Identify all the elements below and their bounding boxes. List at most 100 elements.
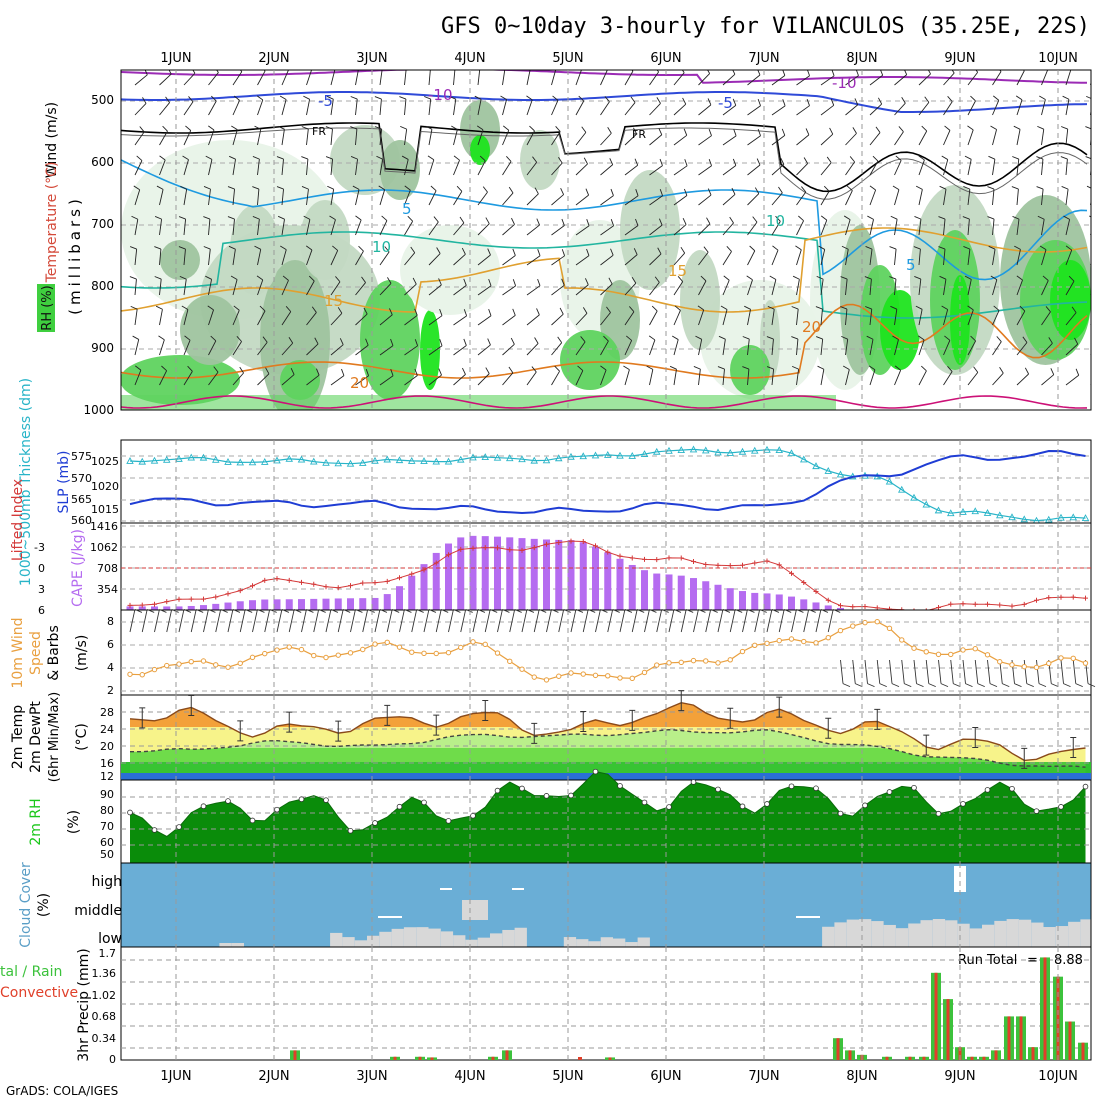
- li-marker: [348, 583, 353, 589]
- wind-barb-flag: [430, 185, 437, 191]
- temp2m-tick: 16: [100, 757, 114, 770]
- wind-barb: [1016, 129, 1021, 146]
- li-axis: -3 0 3 6: [34, 541, 45, 617]
- wind-barb-flag: [526, 95, 533, 101]
- wind-barb: [379, 375, 394, 386]
- wind-barb: [526, 224, 540, 236]
- wind-barb-flag: [700, 275, 707, 282]
- wind-barb-flag: [682, 218, 687, 225]
- wind-barb: [208, 219, 211, 236]
- wind10m-barb-flag: [379, 609, 388, 613]
- bottom-date-label: 1JUN: [160, 1069, 191, 1084]
- wind-barb: [526, 99, 533, 116]
- wind-barb-flag: [559, 307, 564, 315]
- wind-barb: [477, 254, 491, 266]
- wind-barb: [673, 281, 684, 296]
- wind10m-barb-flag: [722, 609, 731, 613]
- wind-barb: [330, 250, 339, 266]
- contour-label: 20: [802, 318, 821, 336]
- wind-barb: [1016, 159, 1020, 176]
- wind-barb-flag: [236, 335, 242, 342]
- wind-barb: [992, 310, 1000, 326]
- cape-bar: [457, 537, 465, 610]
- li-marker: [1009, 603, 1015, 609]
- temp2m-fill: [121, 702, 1091, 780]
- wind-barb-flag: [488, 278, 492, 286]
- wind-barb: [502, 99, 507, 116]
- wind-barb-flag: [424, 96, 431, 100]
- wind-barb: [722, 369, 725, 386]
- wind10m-marker: [899, 637, 905, 643]
- wind10m-barb-flag: [355, 609, 363, 613]
- cloud-low-bar: [994, 920, 1007, 947]
- wind-barb-flag: [732, 98, 737, 106]
- wind-barb-flag: [823, 185, 830, 192]
- wind-barb: [477, 99, 482, 116]
- cape-bar: [175, 606, 183, 610]
- wind10m-marker: [274, 647, 280, 653]
- contour-label: 10: [372, 238, 391, 256]
- rh2m-marker: [151, 827, 158, 833]
- contour-label: -10: [832, 74, 857, 92]
- wind-barb: [600, 101, 610, 116]
- wind-barb-flag: [633, 248, 638, 255]
- wind10m-marker: [543, 677, 550, 683]
- wind-barb: [159, 73, 172, 86]
- li-marker: [813, 589, 819, 595]
- wind-barb-flag: [288, 336, 294, 344]
- thickness-marker: [824, 467, 833, 474]
- cloud-high-bar: [440, 888, 452, 890]
- wind-barb-flag: [252, 216, 260, 220]
- wind-barb: [649, 282, 660, 296]
- wind-barb-flag: [993, 305, 1000, 311]
- wind-barb: [306, 189, 309, 206]
- wind10m-barb: [460, 609, 467, 633]
- wind-barb-flag: [433, 216, 439, 223]
- rh2m-marker: [788, 783, 795, 790]
- wind-barb-flag: [585, 188, 590, 196]
- wind10m-barb: [1060, 659, 1064, 684]
- wind10m-barb: [607, 609, 614, 633]
- wind10m-barb: [742, 609, 748, 633]
- wind-barb-flag: [462, 367, 466, 375]
- precip-convective-bar: [578, 1057, 582, 1060]
- wind-barb-flag: [635, 218, 639, 226]
- rh-legend-swatch: [37, 284, 55, 332]
- cape-tick: 1416: [90, 520, 118, 533]
- wind-barb-flag: [941, 155, 948, 160]
- wind-barb: [796, 339, 799, 356]
- wind-barb: [281, 129, 285, 146]
- cloud-panel: high middle low Cloud Cover (%): [18, 862, 1092, 948]
- wind-barb-flag: [682, 97, 687, 105]
- wind-barb-flag: [534, 187, 539, 195]
- wind-barb: [306, 129, 309, 146]
- bottom-date-label: 2JUN: [258, 1069, 289, 1084]
- wind-barb-flag: [915, 305, 923, 310]
- wind10m-marker: [531, 674, 537, 680]
- wind-barb: [330, 344, 344, 356]
- wind-barb: [869, 279, 872, 296]
- wind-barb-flag: [757, 70, 761, 76]
- thickness-marker: [1057, 513, 1065, 521]
- wind-barb: [502, 192, 514, 206]
- thickness-markers: [126, 445, 1090, 524]
- precip-tick: 0: [109, 1053, 116, 1066]
- wind-axis-title: Wind (m/s): [44, 102, 60, 178]
- li-marker: [740, 562, 745, 568]
- wind10m-barb: [950, 659, 954, 684]
- wind-barb: [355, 159, 358, 176]
- wind10m-barb: [374, 609, 381, 633]
- li-marker: [311, 581, 317, 587]
- wind-barb: [624, 225, 639, 236]
- wind-barb: [722, 309, 728, 326]
- wind-barb: [747, 221, 758, 236]
- li-marker: [985, 601, 990, 607]
- wind-barb: [673, 369, 677, 386]
- temp2m-title-a: 2m Temp: [10, 705, 26, 769]
- wind-barb-flag: [578, 95, 585, 102]
- wind10m-marker: [813, 640, 819, 646]
- wind10m-barb: [276, 609, 283, 633]
- wind-barb: [575, 100, 585, 116]
- li-tick: 3: [38, 583, 45, 596]
- cape-bar: [212, 603, 220, 610]
